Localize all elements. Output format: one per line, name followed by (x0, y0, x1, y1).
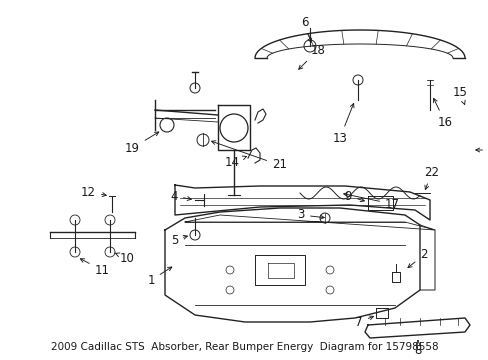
Text: 16: 16 (433, 98, 451, 129)
Text: 5: 5 (170, 234, 187, 247)
Text: 15: 15 (451, 85, 467, 104)
Text: 10: 10 (114, 252, 135, 265)
Text: 6: 6 (301, 15, 311, 42)
Text: 20: 20 (475, 144, 488, 157)
Text: 19: 19 (125, 132, 159, 154)
Text: 17: 17 (343, 193, 399, 211)
Text: 13: 13 (332, 104, 353, 144)
Text: 9: 9 (344, 189, 364, 202)
Text: 2: 2 (407, 248, 427, 267)
Text: 4: 4 (170, 189, 191, 202)
Text: 14: 14 (224, 156, 246, 168)
Text: 8: 8 (413, 341, 421, 356)
Text: 12: 12 (81, 185, 106, 198)
Text: 22: 22 (424, 166, 439, 189)
Text: 18: 18 (298, 44, 325, 69)
Text: 7: 7 (355, 315, 373, 328)
Text: 21: 21 (211, 141, 286, 171)
Text: 2009 Cadillac STS  Absorber, Rear Bumper Energy  Diagram for 15798558: 2009 Cadillac STS Absorber, Rear Bumper … (51, 342, 437, 352)
Text: 11: 11 (80, 259, 109, 276)
Text: 3: 3 (297, 208, 324, 221)
Text: 1: 1 (147, 267, 171, 287)
